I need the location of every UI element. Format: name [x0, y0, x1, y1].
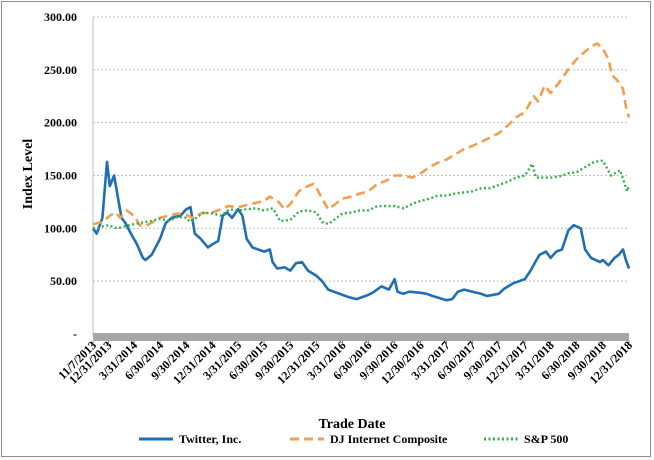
series-line-2 — [92, 159, 631, 230]
y-tick-label: 250.00 — [44, 63, 77, 77]
series-lines — [91, 42, 631, 302]
gridlines — [92, 16, 629, 341]
y-tick-label: 300.00 — [44, 10, 77, 24]
x-axis-title: Trade Date — [319, 417, 386, 432]
x-axis-bar — [93, 333, 629, 341]
y-tick-label: 150.00 — [44, 169, 77, 183]
y-tick-label: 50.00 — [50, 274, 77, 288]
y-tick-label: - — [73, 327, 77, 341]
y-axis-ticks: - 50.00 100.00 150.00 200.00 250.00 300.00 — [44, 10, 77, 341]
series-line-0 — [91, 160, 631, 302]
x-axis-ticks: 11/7/201312/31/20133/31/20146/30/20149/3… — [55, 338, 635, 387]
legend: Twitter, Inc. DJ Internet Composite S&P 50… — [139, 432, 568, 446]
y-tick-label: 100.00 — [44, 221, 77, 235]
legend-label-0: Twitter, Inc. — [179, 432, 241, 446]
legend-label-2: S&P 500 — [524, 432, 568, 446]
legend-label-1: DJ Internet Composite — [330, 432, 448, 446]
y-tick-label: 200.00 — [44, 116, 77, 130]
series-line-1 — [92, 42, 631, 228]
y-axis-title: Index Level — [21, 139, 36, 210]
